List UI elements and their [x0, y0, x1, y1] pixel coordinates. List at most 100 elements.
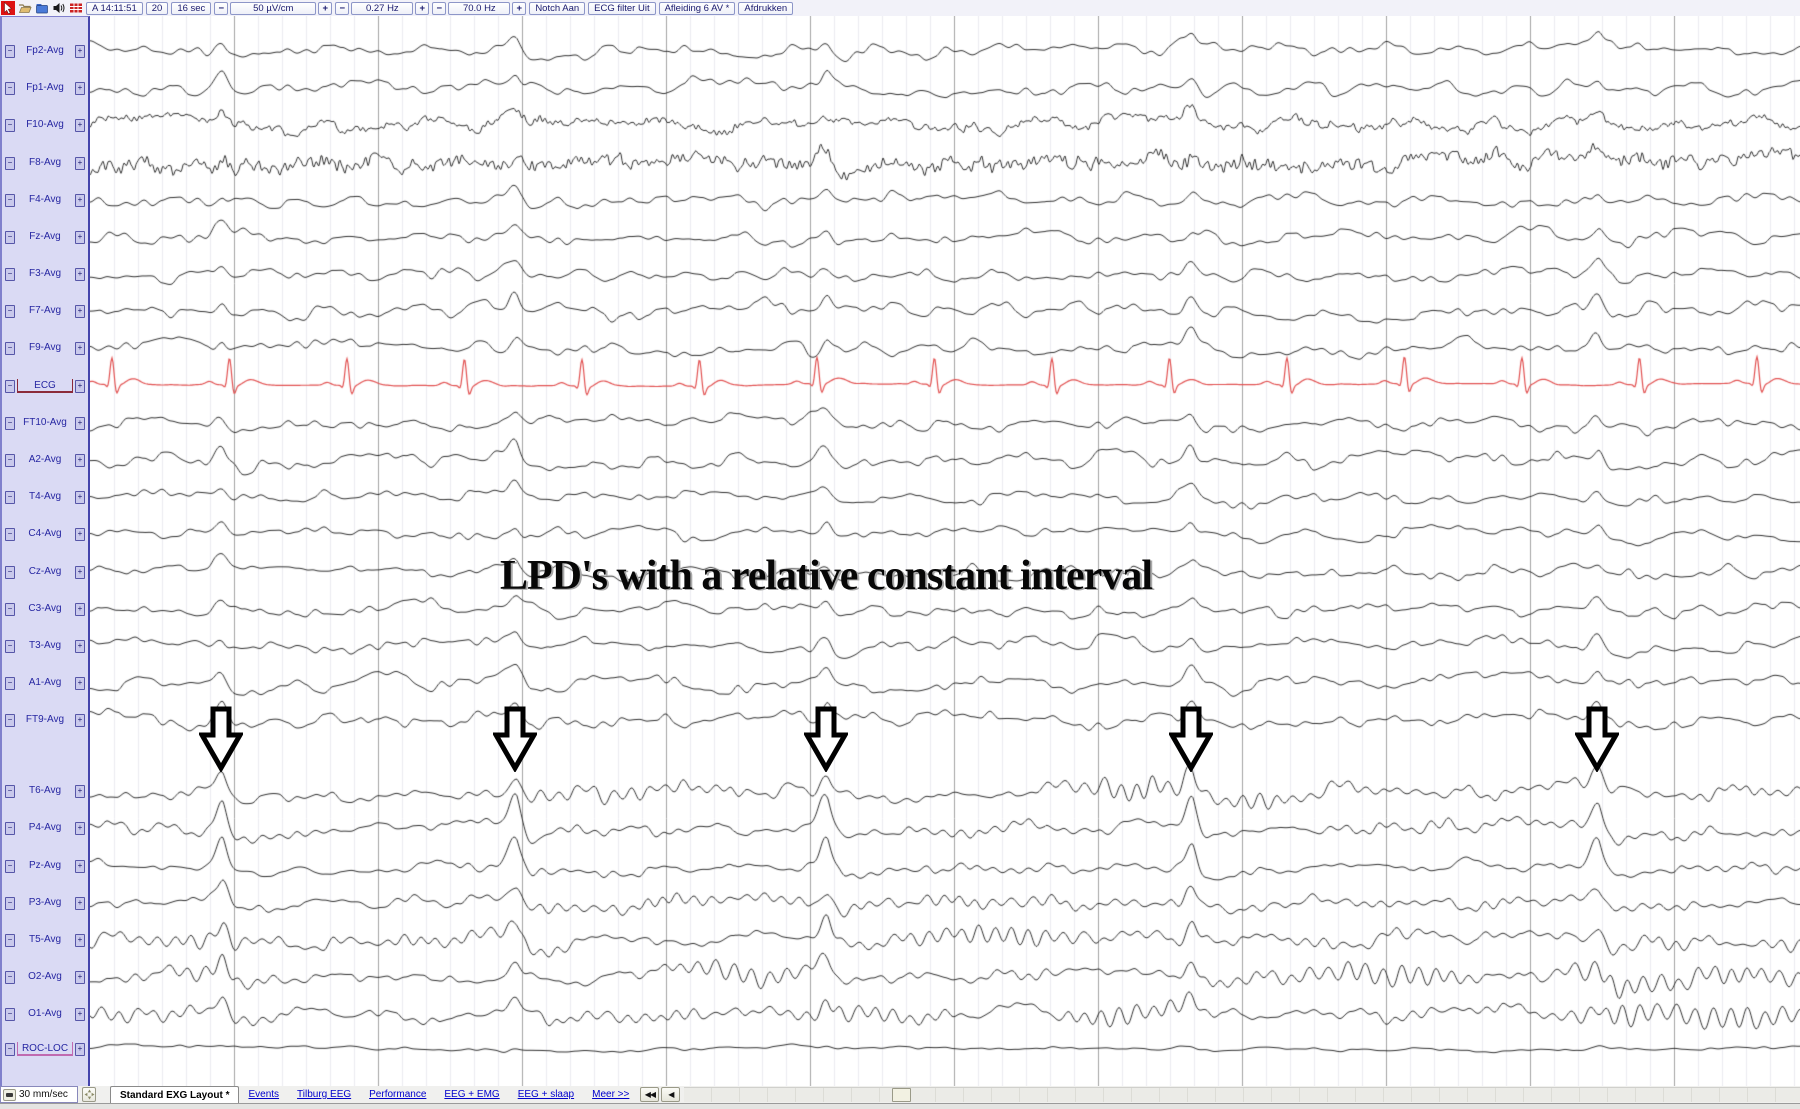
channel-label[interactable]: F7-Avg: [28, 305, 62, 316]
page-count-display[interactable]: 20: [145, 1, 169, 15]
channel-gain-increase-button[interactable]: +: [75, 970, 85, 984]
channel-gain-increase-button[interactable]: +: [75, 821, 85, 835]
channel-gain-decrease-button[interactable]: −: [5, 527, 15, 541]
channel-gain-increase-button[interactable]: +: [75, 639, 85, 653]
speaker-icon[interactable]: [52, 1, 66, 15]
channel-gain-decrease-button[interactable]: −: [5, 602, 15, 616]
channel-label[interactable]: O2-Avg: [28, 971, 62, 982]
channel-label[interactable]: Fp1-Avg: [26, 82, 64, 93]
channel-label[interactable]: T5-Avg: [28, 934, 62, 945]
channel-gain-increase-button[interactable]: +: [75, 602, 85, 616]
channel-gain-increase-button[interactable]: +: [75, 379, 85, 393]
channel-label[interactable]: P3-Avg: [28, 897, 62, 908]
print-button[interactable]: Afdrukken: [738, 1, 794, 15]
eeg-trace-area[interactable]: [90, 16, 1800, 1086]
channel-label[interactable]: O1-Avg: [28, 1008, 62, 1019]
channel-gain-decrease-button[interactable]: −: [5, 44, 15, 58]
channel-gain-increase-button[interactable]: +: [75, 527, 85, 541]
notch-filter-button[interactable]: Notch Aan: [529, 1, 586, 15]
paper-speed-control[interactable]: 30 mm/sec: [0, 1086, 78, 1103]
channel-gain-increase-button[interactable]: +: [75, 933, 85, 947]
high-filter-decrease-button[interactable]: −: [432, 1, 447, 15]
channel-gain-increase-button[interactable]: +: [75, 453, 85, 467]
eeg-traces-canvas[interactable]: [90, 16, 1800, 1086]
channel-gain-increase-button[interactable]: +: [75, 44, 85, 58]
tab-scroll-fast-left-button[interactable]: ◀◀: [640, 1087, 660, 1102]
channel-gain-decrease-button[interactable]: −: [5, 1007, 15, 1021]
channel-label[interactable]: FT9-Avg: [25, 714, 65, 725]
high-filter-display[interactable]: 70.0 Hz: [448, 1, 511, 15]
channel-gain-decrease-button[interactable]: −: [5, 156, 15, 170]
channel-gain-decrease-button[interactable]: −: [5, 1042, 15, 1056]
low-filter-decrease-button[interactable]: −: [335, 1, 350, 15]
channel-label[interactable]: FT10-Avg: [23, 417, 67, 428]
channel-label[interactable]: Fz-Avg: [29, 231, 61, 242]
channel-label[interactable]: T4-Avg: [28, 491, 62, 502]
channel-gain-decrease-button[interactable]: −: [5, 490, 15, 504]
channel-gain-increase-button[interactable]: +: [75, 896, 85, 910]
channel-gain-decrease-button[interactable]: −: [5, 230, 15, 244]
channel-gain-increase-button[interactable]: +: [75, 1042, 85, 1056]
sensitivity-decrease-button[interactable]: −: [214, 1, 229, 15]
channel-gain-decrease-button[interactable]: −: [5, 267, 15, 281]
channel-gain-increase-button[interactable]: +: [75, 416, 85, 430]
channel-gain-decrease-button[interactable]: −: [5, 565, 15, 579]
high-filter-increase-button[interactable]: +: [512, 1, 527, 15]
time-display[interactable]: A 14:11:51: [86, 1, 143, 15]
channel-gain-increase-button[interactable]: +: [75, 784, 85, 798]
channel-label[interactable]: ROC-LOC: [17, 1042, 73, 1056]
ecg-filter-button[interactable]: ECG filter Uit: [588, 1, 656, 15]
channel-gain-increase-button[interactable]: +: [75, 490, 85, 504]
channel-gain-increase-button[interactable]: +: [75, 859, 85, 873]
channel-label[interactable]: F4-Avg: [28, 194, 62, 205]
channel-gain-decrease-button[interactable]: −: [5, 896, 15, 910]
channel-label[interactable]: F9-Avg: [28, 342, 62, 353]
channel-gain-increase-button[interactable]: +: [75, 156, 85, 170]
channel-gain-increase-button[interactable]: +: [75, 304, 85, 318]
tab-events[interactable]: Events: [248, 1089, 280, 1100]
channel-label[interactable]: P4-Avg: [28, 822, 62, 833]
channel-gain-increase-button[interactable]: +: [75, 341, 85, 355]
channel-gain-decrease-button[interactable]: −: [5, 933, 15, 947]
channel-gain-increase-button[interactable]: +: [75, 1007, 85, 1021]
channel-gain-increase-button[interactable]: +: [75, 193, 85, 207]
channel-gain-decrease-button[interactable]: −: [5, 416, 15, 430]
montage-button[interactable]: Afleiding 6 AV *: [658, 1, 736, 15]
channel-gain-decrease-button[interactable]: −: [5, 118, 15, 132]
tab-tilburg-eeg[interactable]: Tilburg EEG: [297, 1089, 352, 1100]
channel-gain-increase-button[interactable]: +: [75, 81, 85, 95]
tab-eeg-slaap[interactable]: EEG + slaap: [517, 1089, 575, 1100]
channel-gain-increase-button[interactable]: +: [75, 230, 85, 244]
channel-label[interactable]: ECG: [17, 379, 73, 393]
channel-label[interactable]: T6-Avg: [28, 785, 62, 796]
channel-label[interactable]: F8-Avg: [28, 157, 62, 168]
low-filter-increase-button[interactable]: +: [415, 1, 430, 15]
channel-gain-decrease-button[interactable]: −: [5, 676, 15, 690]
layout-settings-button[interactable]: [82, 1087, 96, 1102]
channel-gain-increase-button[interactable]: +: [75, 118, 85, 132]
channel-gain-decrease-button[interactable]: −: [5, 821, 15, 835]
channel-label[interactable]: A2-Avg: [28, 454, 62, 465]
channel-gain-increase-button[interactable]: +: [75, 267, 85, 281]
tab-scroll-left-button[interactable]: ◀: [661, 1087, 681, 1102]
scrollbar-thumb[interactable]: [892, 1088, 912, 1102]
channel-gain-increase-button[interactable]: +: [75, 565, 85, 579]
tab-performance[interactable]: Performance: [369, 1089, 427, 1100]
channel-label[interactable]: C4-Avg: [28, 528, 62, 539]
tab-standard-exg-layout[interactable]: Standard EXG Layout *: [110, 1086, 240, 1103]
channel-gain-decrease-button[interactable]: −: [5, 81, 15, 95]
channel-label[interactable]: Fp2-Avg: [26, 45, 64, 56]
tab-meer[interactable]: Meer >>: [592, 1089, 630, 1100]
low-filter-display[interactable]: 0.27 Hz: [351, 1, 414, 15]
blue-folder-icon[interactable]: [35, 1, 49, 15]
channel-gain-increase-button[interactable]: +: [75, 676, 85, 690]
channel-gain-increase-button[interactable]: +: [75, 713, 85, 727]
open-folder-icon[interactable]: [18, 1, 32, 15]
channel-gain-decrease-button[interactable]: −: [5, 193, 15, 207]
tab-eeg-emg[interactable]: EEG + EMG: [444, 1089, 500, 1100]
channel-gain-decrease-button[interactable]: −: [5, 639, 15, 653]
channel-gain-decrease-button[interactable]: −: [5, 304, 15, 318]
channel-label[interactable]: F3-Avg: [28, 268, 62, 279]
horizontal-scrollbar[interactable]: [684, 1087, 1800, 1102]
sensitivity-increase-button[interactable]: +: [318, 1, 333, 15]
